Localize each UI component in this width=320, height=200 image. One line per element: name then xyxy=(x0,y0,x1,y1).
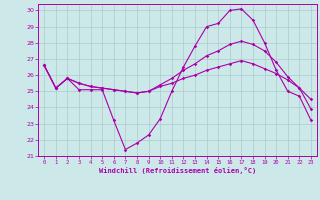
X-axis label: Windchill (Refroidissement éolien,°C): Windchill (Refroidissement éolien,°C) xyxy=(99,167,256,174)
